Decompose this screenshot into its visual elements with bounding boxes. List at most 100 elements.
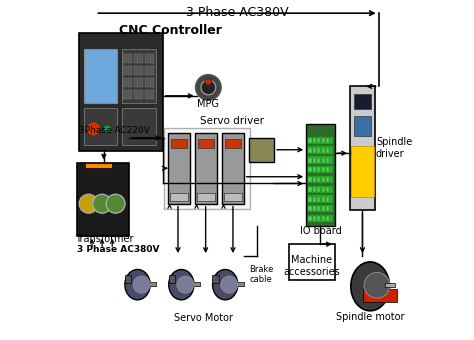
Bar [313,157,316,163]
Bar [123,54,127,63]
Bar [317,167,320,172]
Bar [317,187,320,192]
Bar [134,66,138,75]
Bar [317,148,320,153]
Text: Spindle motor: Spindle motor [336,312,404,322]
Circle shape [195,74,221,100]
Bar [149,282,156,286]
Bar [139,90,143,99]
Bar [150,66,154,75]
Bar [134,90,138,99]
Bar [309,148,311,153]
Bar [139,78,143,87]
Circle shape [133,276,150,293]
Bar [128,54,132,63]
Bar [309,206,311,211]
Circle shape [86,121,101,136]
Bar [139,54,143,63]
Bar [309,177,311,182]
Bar [313,138,316,143]
Bar [145,90,149,99]
Bar [125,274,131,283]
Bar [308,137,333,144]
Bar [317,206,320,211]
Bar [222,133,244,204]
Circle shape [106,194,125,213]
Bar [313,167,316,172]
Bar [198,139,214,148]
Text: CNC Controller: CNC Controller [119,23,222,37]
Bar [326,157,329,163]
Bar [85,163,112,168]
Bar [123,78,127,87]
Bar [195,133,217,204]
Bar [313,216,316,221]
Bar [164,128,250,209]
Ellipse shape [169,270,194,300]
Circle shape [103,125,111,133]
Bar [169,274,175,283]
Bar [322,138,325,143]
Bar [192,282,200,286]
Bar [326,187,329,192]
Bar [309,216,311,221]
Bar [309,187,311,192]
Text: Machine
accessories: Machine accessories [283,255,340,277]
Bar [317,216,320,221]
Text: Servo Motor: Servo Motor [174,313,233,323]
Text: Brake
cable: Brake cable [249,265,273,284]
Text: 3 Phase AC380V: 3 Phase AC380V [186,6,288,19]
Bar [79,33,163,151]
Bar [313,177,316,182]
Bar [322,187,325,192]
Bar [168,133,190,204]
Bar [355,116,371,136]
Bar [308,147,333,154]
Bar [308,166,333,173]
Bar [308,176,333,183]
Bar [139,66,143,75]
Bar [150,78,154,87]
Bar [322,206,325,211]
Bar [171,139,187,148]
Ellipse shape [212,270,238,300]
Bar [145,54,149,63]
Bar [123,90,127,99]
Bar [306,124,335,226]
Bar [317,138,320,143]
Bar [237,282,244,286]
Bar [145,66,149,75]
Text: Servo driver: Servo driver [200,116,264,126]
Bar [308,156,333,164]
Bar [308,195,333,203]
Bar [326,206,329,211]
Circle shape [93,194,111,213]
Text: MPG: MPG [197,99,219,109]
Bar [326,167,329,172]
Bar [249,138,274,162]
Bar [317,157,320,163]
Circle shape [79,194,98,213]
Bar [83,49,117,103]
Bar [128,66,132,75]
Bar [309,157,311,163]
Bar [326,197,329,202]
Bar [289,244,335,279]
Bar [77,163,129,236]
Bar [150,90,154,99]
Bar [123,66,127,75]
Text: Spindle
driver: Spindle driver [376,137,412,159]
Bar [317,197,320,202]
Bar [322,167,325,172]
Bar [313,148,316,153]
Bar [225,139,241,148]
Bar [83,108,117,145]
Bar [326,177,329,182]
Bar [134,54,138,63]
Bar [308,186,333,193]
Bar [355,94,371,109]
Bar [326,148,329,153]
Bar [322,157,325,163]
Circle shape [177,276,194,293]
Bar [313,206,316,211]
